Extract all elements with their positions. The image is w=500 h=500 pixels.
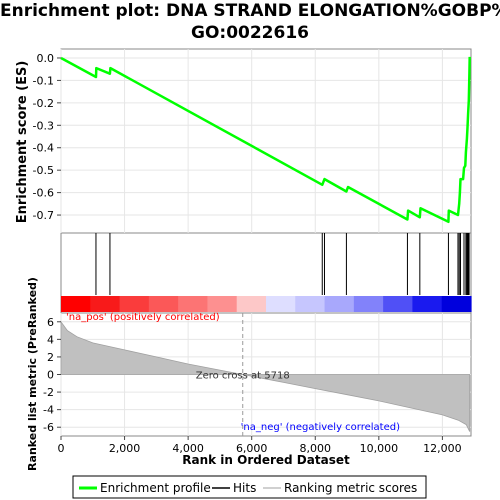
es-y-tick-label: -0.4	[33, 142, 54, 155]
heatmap-segment	[383, 296, 413, 312]
pos-label: 'na_pos' (positively correlated)	[66, 312, 220, 323]
heatmap-segment	[178, 296, 208, 312]
heatmap-segment	[120, 296, 150, 312]
es-y-tick-label: -0.3	[33, 119, 54, 132]
ranking-y-tick-label: 2	[47, 351, 54, 364]
x-tick-label: 0	[58, 442, 65, 455]
es-y-tick-label: -0.5	[33, 164, 54, 177]
es-y-tick-label: -0.1	[33, 74, 54, 87]
heatmap-segment	[237, 296, 267, 312]
ranking-y-tick-label: 4	[47, 333, 54, 346]
heatmap-segment	[354, 296, 384, 312]
heatmap-segment	[61, 296, 91, 312]
heatmap-segment	[207, 296, 237, 312]
zero-cross-label: Zero cross at 5718	[196, 371, 290, 382]
ranking-y-tick-label: 0	[47, 369, 54, 382]
legend-label-ranking-metric-scores: Ranking metric scores	[284, 481, 417, 495]
legend-label-enrichment-profile: Enrichment profile	[100, 481, 211, 495]
heatmap-segment	[90, 296, 120, 312]
heatmap-segment	[325, 296, 355, 312]
neg-label: 'na_neg' (negatively correlated)	[241, 422, 400, 433]
ranking-y-tick-label: -6	[43, 421, 54, 434]
x-tick-label: 12,000	[423, 442, 462, 455]
ranking-y-tick-label: 6	[47, 316, 54, 329]
es-y-axis-label: Enrichment score (ES)	[15, 61, 30, 224]
legend-label-hits: Hits	[233, 481, 256, 495]
heatmap-segment	[266, 296, 296, 312]
heatmap-segment	[295, 296, 325, 312]
x-tick-label: 2,000	[109, 442, 141, 455]
ranking-y-ticks: 6 4 2 0 -2 -4 -6	[43, 316, 61, 434]
ranking-y-tick-label: -4	[43, 404, 54, 417]
es-y-tick-label: -0.7	[33, 209, 54, 222]
x-axis-label: Rank in Ordered Dataset	[182, 453, 350, 467]
ranking-y-tick-label: -2	[43, 386, 54, 399]
heatmap-segment	[149, 296, 179, 312]
x-tick-label: 10,000	[360, 442, 399, 455]
es-y-tick-label: -0.6	[33, 187, 54, 200]
heatmap-segment	[412, 296, 442, 312]
legend: Enrichment profile Hits Ranking metric s…	[73, 476, 426, 498]
ranking-y-axis-label: Ranked list metric (PreRanked)	[26, 277, 39, 471]
es-y-tick-label: -0.2	[33, 97, 54, 110]
rank-heatmap-bar	[61, 296, 472, 312]
es-panel-frame	[61, 49, 471, 233]
es-y-tick-label: 0.0	[37, 52, 55, 65]
es-y-ticks: 0.0 -0.1 -0.2 -0.3 -0.4 -0.5 -0.6 -0.7	[33, 52, 61, 222]
heatmap-segment	[442, 296, 472, 312]
